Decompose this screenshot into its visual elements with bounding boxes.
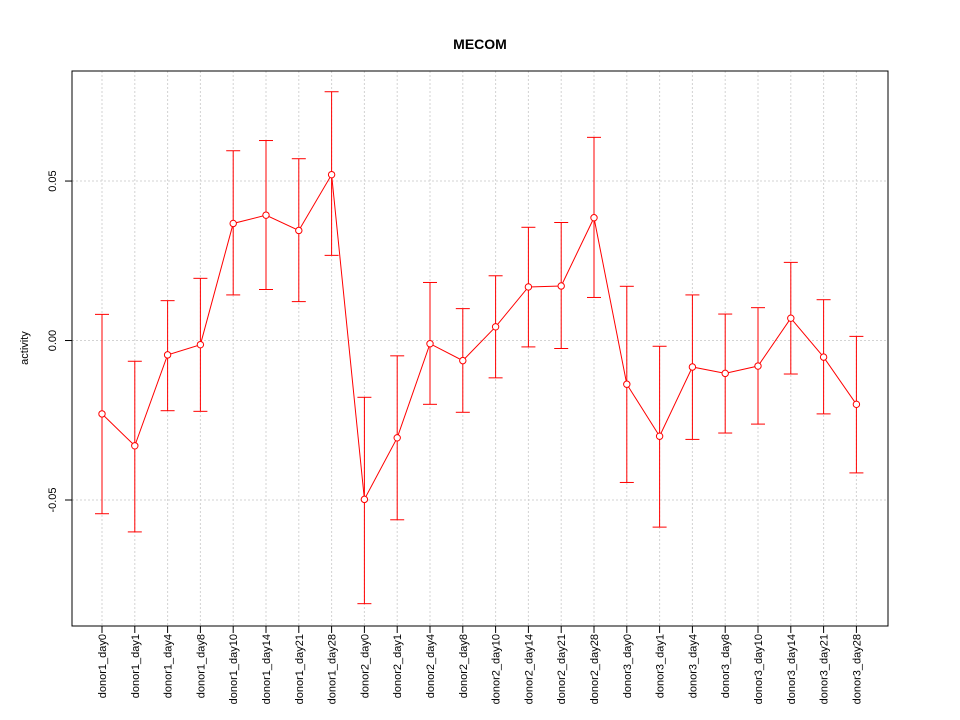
data-point: [131, 442, 139, 450]
y-tick-label: 0.00: [47, 330, 59, 351]
x-tick-label: donor2_day10: [491, 634, 503, 704]
x-tick-label: donor3_day14: [786, 634, 798, 704]
data-point: [229, 219, 237, 228]
x-tick-label: donor3_day1: [655, 634, 667, 698]
data-point: [557, 282, 565, 290]
y-tick-label: -0.05: [47, 487, 59, 512]
x-tick-label: donor1_day8: [195, 634, 207, 698]
data-point: [852, 400, 861, 409]
x-tick-label: donor2_day21: [556, 634, 568, 704]
x-tick-label: donor2_day14: [523, 634, 535, 704]
plot-frame: [71, 70, 889, 627]
x-tick-label: donor3_day28: [851, 634, 863, 704]
x-tick-label: donor2_day1: [392, 634, 404, 698]
x-tick-label: donor1_day10: [228, 634, 240, 704]
x-tick-label: donor3_day8: [720, 634, 732, 698]
x-tick-label: donor2_day0: [359, 634, 371, 698]
x-tick-label: donor1_day4: [163, 634, 175, 698]
data-point: [393, 434, 401, 442]
x-tick-label: donor2_day28: [589, 634, 601, 704]
y-axis: -0.05 0.00 0.05: [47, 170, 73, 513]
series-line: [101, 173, 857, 502]
x-tick-label: donor3_day0: [622, 634, 634, 698]
x-tick-label: donor3_day21: [819, 634, 831, 704]
data-point: [327, 170, 336, 179]
data-point: [360, 495, 369, 504]
series-polyline: [101, 173, 857, 502]
x-tick-label: donor3_day10: [753, 634, 765, 704]
data-point: [688, 363, 697, 371]
y-tick-label: 0.05: [47, 170, 59, 191]
data-point: [163, 351, 172, 359]
data-point: [426, 340, 434, 348]
x-tick-label: donor3_day4: [687, 634, 699, 698]
data-point: [655, 432, 664, 440]
data-point: [754, 362, 762, 370]
data-point: [590, 214, 598, 222]
data-point: [721, 369, 729, 378]
data-points: [98, 170, 861, 504]
x-axis: donor1_day0 donor1_day1 donor1_day4 donor1_…: [97, 625, 863, 704]
data-point: [295, 226, 303, 235]
data-point: [623, 380, 631, 388]
x-tick-label: donor1_day14: [261, 634, 273, 704]
data-point: [196, 340, 205, 349]
x-tick-label: donor2_day4: [425, 634, 437, 698]
grid-lines: [72, 71, 888, 626]
data-point: [262, 211, 270, 219]
data-point: [787, 314, 795, 322]
chart-title: MECOM: [453, 36, 507, 52]
data-point: [459, 356, 467, 365]
x-tick-label: donor1_day0: [97, 634, 109, 698]
x-tick-label: donor1_day21: [294, 634, 306, 704]
error-bars: [95, 91, 864, 605]
data-point: [491, 323, 500, 331]
x-tick-label: donor1_day1: [130, 634, 142, 698]
y-axis-label: activity: [19, 331, 31, 365]
data-point: [819, 353, 828, 361]
data-point: [98, 410, 106, 418]
x-tick-label: donor1_day28: [327, 634, 339, 704]
data-point: [524, 283, 533, 291]
x-tick-label: donor2_day8: [458, 634, 470, 698]
